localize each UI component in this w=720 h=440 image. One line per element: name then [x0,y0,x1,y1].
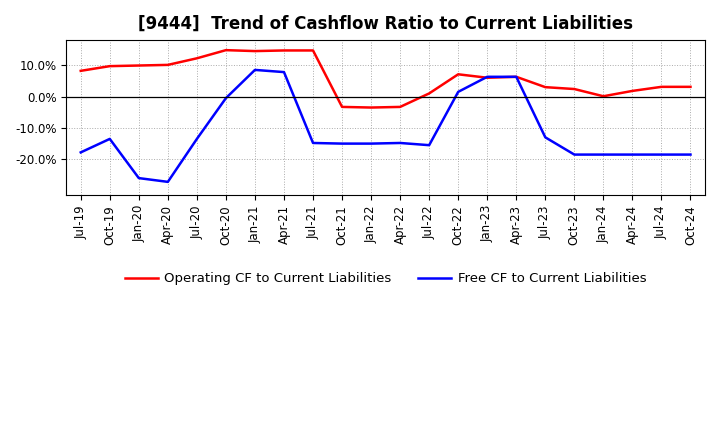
Line: Operating CF to Current Liabilities: Operating CF to Current Liabilities [81,50,690,107]
Free CF to Current Liabilities [628,152,636,157]
Free CF to Current Liabilities [309,140,318,146]
Operating CF to Current Liabilities [76,68,85,73]
Title: [9444]  Trend of Cashflow Ratio to Current Liabilities: [9444] Trend of Cashflow Ratio to Curren… [138,15,633,33]
Free CF to Current Liabilities [135,176,143,181]
Free CF to Current Liabilities [599,152,608,157]
Free CF to Current Liabilities [105,136,114,142]
Free CF to Current Liabilities [279,70,288,75]
Operating CF to Current Liabilities [222,48,230,53]
Operating CF to Current Liabilities [454,72,462,77]
Operating CF to Current Liabilities [366,105,375,110]
Operating CF to Current Liabilities [192,56,201,61]
Free CF to Current Liabilities [163,179,172,184]
Free CF to Current Liabilities [570,152,579,157]
Operating CF to Current Liabilities [309,48,318,53]
Operating CF to Current Liabilities [483,75,492,81]
Free CF to Current Liabilities [396,140,405,146]
Free CF to Current Liabilities [192,136,201,142]
Free CF to Current Liabilities [366,141,375,146]
Operating CF to Current Liabilities [396,104,405,110]
Free CF to Current Liabilities [76,150,85,155]
Operating CF to Current Liabilities [135,63,143,68]
Free CF to Current Liabilities [425,143,433,148]
Free CF to Current Liabilities [686,152,695,157]
Operating CF to Current Liabilities [251,48,259,54]
Free CF to Current Liabilities [251,67,259,73]
Legend: Operating CF to Current Liabilities, Free CF to Current Liabilities: Operating CF to Current Liabilities, Fre… [120,267,652,291]
Line: Free CF to Current Liabilities: Free CF to Current Liabilities [81,70,690,182]
Free CF to Current Liabilities [222,95,230,101]
Operating CF to Current Liabilities [163,62,172,67]
Operating CF to Current Liabilities [657,84,666,89]
Free CF to Current Liabilities [483,74,492,80]
Operating CF to Current Liabilities [628,88,636,94]
Operating CF to Current Liabilities [338,104,346,110]
Operating CF to Current Liabilities [541,84,549,90]
Operating CF to Current Liabilities [512,74,521,80]
Operating CF to Current Liabilities [279,48,288,53]
Operating CF to Current Liabilities [599,94,608,99]
Free CF to Current Liabilities [541,135,549,140]
Free CF to Current Liabilities [657,152,666,157]
Free CF to Current Liabilities [512,74,521,80]
Operating CF to Current Liabilities [425,91,433,96]
Operating CF to Current Liabilities [570,86,579,92]
Operating CF to Current Liabilities [686,84,695,89]
Free CF to Current Liabilities [338,141,346,146]
Operating CF to Current Liabilities [105,63,114,69]
Free CF to Current Liabilities [454,89,462,95]
